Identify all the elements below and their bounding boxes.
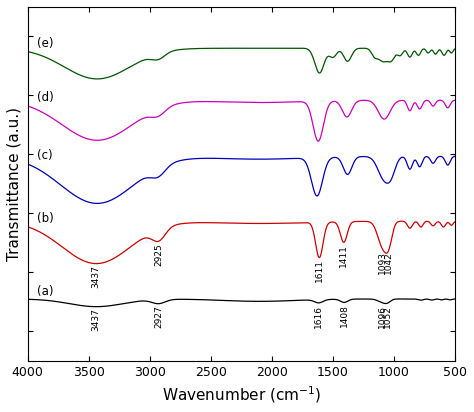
- Text: 3437: 3437: [92, 265, 101, 288]
- Text: 1616: 1616: [314, 304, 323, 328]
- Text: (c): (c): [37, 149, 53, 162]
- Text: 2927: 2927: [154, 305, 163, 328]
- Text: 1096: 1096: [378, 304, 387, 328]
- Y-axis label: Transmittance (a.u.): Transmittance (a.u.): [7, 107, 22, 261]
- Text: (d): (d): [37, 91, 54, 104]
- Text: 3437: 3437: [92, 309, 101, 331]
- Text: 1411: 1411: [339, 244, 348, 267]
- Text: 1093: 1093: [378, 251, 387, 274]
- Text: (b): (b): [37, 212, 54, 225]
- X-axis label: Wavenumber (cm$^{-1}$): Wavenumber (cm$^{-1}$): [162, 384, 321, 405]
- Text: (e): (e): [37, 37, 54, 50]
- Text: 1408: 1408: [340, 304, 349, 327]
- Text: 1052: 1052: [383, 305, 392, 328]
- Text: 1611: 1611: [315, 260, 324, 282]
- Text: (a): (a): [37, 285, 54, 297]
- Text: 2925: 2925: [155, 243, 164, 266]
- Text: 1042: 1042: [384, 252, 393, 274]
